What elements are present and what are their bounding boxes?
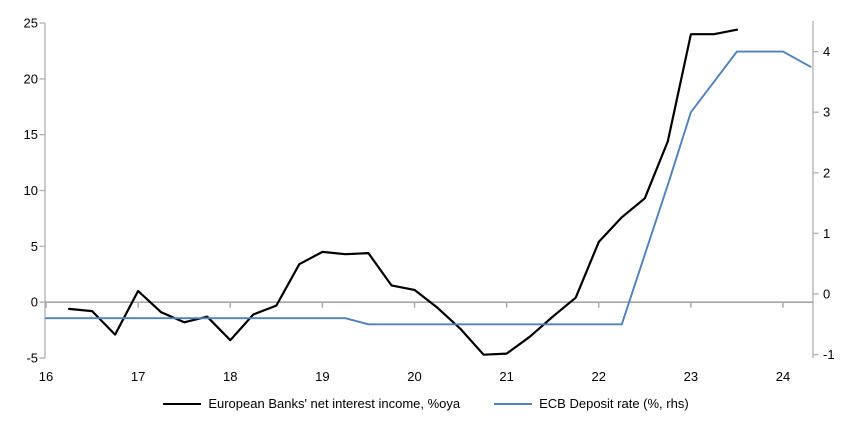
right-axis-tick-label: 4 [823,44,830,59]
deposit-rate-series-line [45,50,812,326]
left-axis-tick-label: 25 [24,16,38,31]
right-axis-tick-label: 0 [823,287,830,302]
left-axis-tick-label: 15 [24,127,38,142]
x-axis-tick-label: 16 [39,369,53,384]
right-axis-tick-label: 3 [823,105,830,120]
left-axis-tick-label: 0 [31,295,38,310]
x-axis-tick-label: 19 [315,369,329,384]
left-axis-tick-label: 5 [31,239,38,254]
right-axis-tick-label: -1 [823,347,835,362]
legend-item-nii: European Banks' net interest income, %oy… [163,396,460,411]
left-axis-tick-label: 10 [24,183,38,198]
nii-series-line [67,28,739,356]
deposit-rate-line-swatch [494,402,533,405]
legend-label-nii: European Banks' net interest income, %oy… [208,396,461,411]
left-axis-tick-label: 20 [24,71,38,86]
x-axis-tick-label: 21 [499,369,513,384]
left-axis-tick-label: -5 [26,351,38,366]
x-axis-tick-label: 18 [223,369,237,384]
x-axis-tick-label: 17 [131,369,145,384]
x-axis-tick-label: 22 [592,369,606,384]
x-axis-tick-label: 20 [407,369,421,384]
right-axis-tick-label: 2 [823,165,830,180]
nii-line-swatch [163,402,202,405]
x-axis-tick-label: 23 [684,369,698,384]
legend-label-deposit-rate: ECB Deposit rate (%, rhs) [539,396,689,411]
legend-item-deposit-rate: ECB Deposit rate (%, rhs) [494,396,689,411]
legend: European Banks' net interest income, %oy… [0,396,852,411]
x-axis-tick-label: 24 [776,369,790,384]
right-axis-tick-label: 1 [823,226,830,241]
